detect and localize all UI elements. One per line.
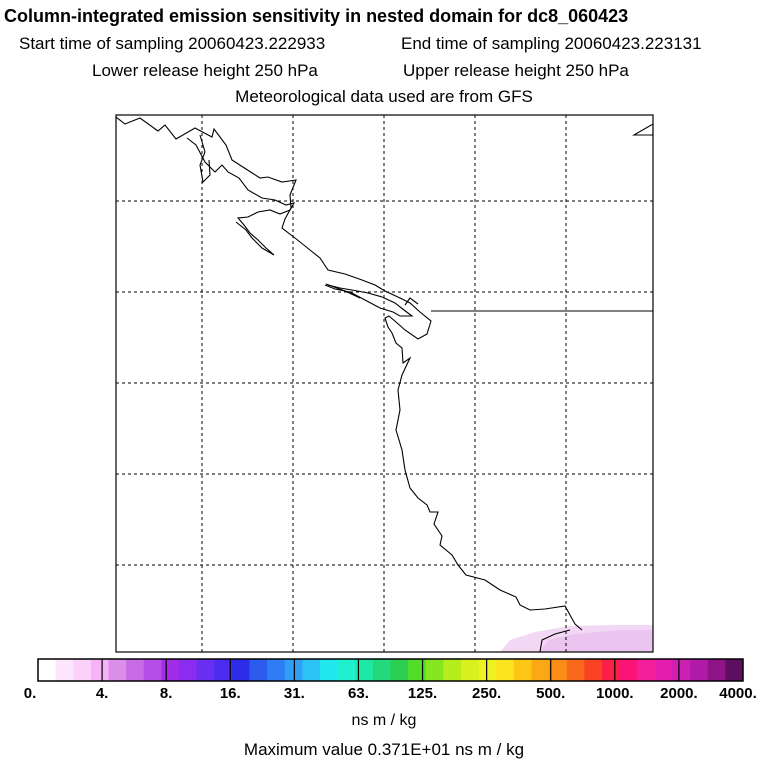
colorbar-segment — [707, 659, 726, 681]
colorbar-segment — [425, 659, 444, 681]
colorbar-segment — [602, 659, 621, 681]
colorbar-label: 500. — [536, 685, 566, 702]
end-time: End time of sampling 20060423.223131 — [401, 34, 702, 53]
colorbar-label: 4000. — [719, 685, 757, 702]
colorbar-segment — [267, 659, 286, 681]
colorbar-label: 63. — [348, 685, 369, 702]
colorbar-segment — [231, 659, 250, 681]
map-frame — [115, 114, 654, 653]
maximum-value: Maximum value 0.371E+01 ns m / kg — [243, 740, 525, 759]
colorbar-segment — [355, 659, 374, 681]
colorbar-segment — [725, 659, 744, 681]
colorbar-unit: ns m / kg — [351, 712, 417, 729]
colorbar-segment — [126, 659, 145, 681]
colorbar-label: 8. — [159, 685, 173, 702]
colorbar-label: 250. — [472, 685, 502, 702]
map-area — [116, 115, 653, 652]
met-data-source: Meteorological data used are from GFS — [235, 87, 533, 106]
colorbar-segment — [320, 659, 339, 681]
colorbar-segment — [443, 659, 462, 681]
map-background — [116, 115, 653, 652]
colorbar-label: 31. — [283, 685, 305, 702]
colorbar-segment — [38, 659, 57, 681]
colorbar-segment — [90, 659, 109, 681]
upper-release-height: Upper release height 250 hPa — [403, 61, 629, 80]
colorbar-label: 4. — [95, 685, 109, 702]
colorbar-label: 16. — [219, 685, 241, 702]
start-time: Start time of sampling 20060423.222933 — [19, 34, 326, 53]
colorbar-segment — [337, 659, 356, 681]
colorbar-label: 0. — [23, 685, 37, 702]
colorbar-segment — [372, 659, 391, 681]
colorbar-segment — [390, 659, 409, 681]
colorbar-segment — [73, 659, 92, 681]
colorbar-segment — [108, 659, 127, 681]
colorbar-segment — [496, 659, 515, 681]
colorbar-segment — [196, 659, 215, 681]
emission-plume-core — [540, 630, 653, 652]
colorbar-segment — [143, 659, 162, 681]
colorbar-label: 2000. — [660, 685, 698, 702]
colorbar-segment — [672, 659, 691, 681]
colorbar-segment — [408, 659, 427, 681]
colorbar-segment — [214, 659, 233, 681]
colorbar-segment — [461, 659, 480, 681]
colorbar-segment — [55, 659, 74, 681]
colorbar-segment — [690, 659, 709, 681]
colorbar-segment — [478, 659, 497, 681]
colorbar-segment — [513, 659, 532, 681]
colorbar-segment — [549, 659, 568, 681]
colorbar-segment — [179, 659, 198, 681]
colorbar-segment — [566, 659, 585, 681]
colorbar-segment — [584, 659, 603, 681]
colorbar-frame — [37, 658, 744, 682]
colorbar-segment — [531, 659, 550, 681]
colorbar-segment — [249, 659, 268, 681]
plot-title: Column-integrated emission sensitivity i… — [4, 6, 629, 26]
lower-release-height: Lower release height 250 hPa — [92, 61, 318, 80]
colorbar-segment — [161, 659, 180, 681]
colorbar-label: 125. — [407, 685, 438, 702]
colorbar — [37, 658, 744, 682]
coastline — [116, 116, 653, 652]
colorbar-segment — [302, 659, 321, 681]
colorbar-segment — [654, 659, 673, 681]
colorbar-segment — [637, 659, 656, 681]
colorbar-label: 1000. — [596, 685, 634, 702]
colorbar-segment — [619, 659, 638, 681]
